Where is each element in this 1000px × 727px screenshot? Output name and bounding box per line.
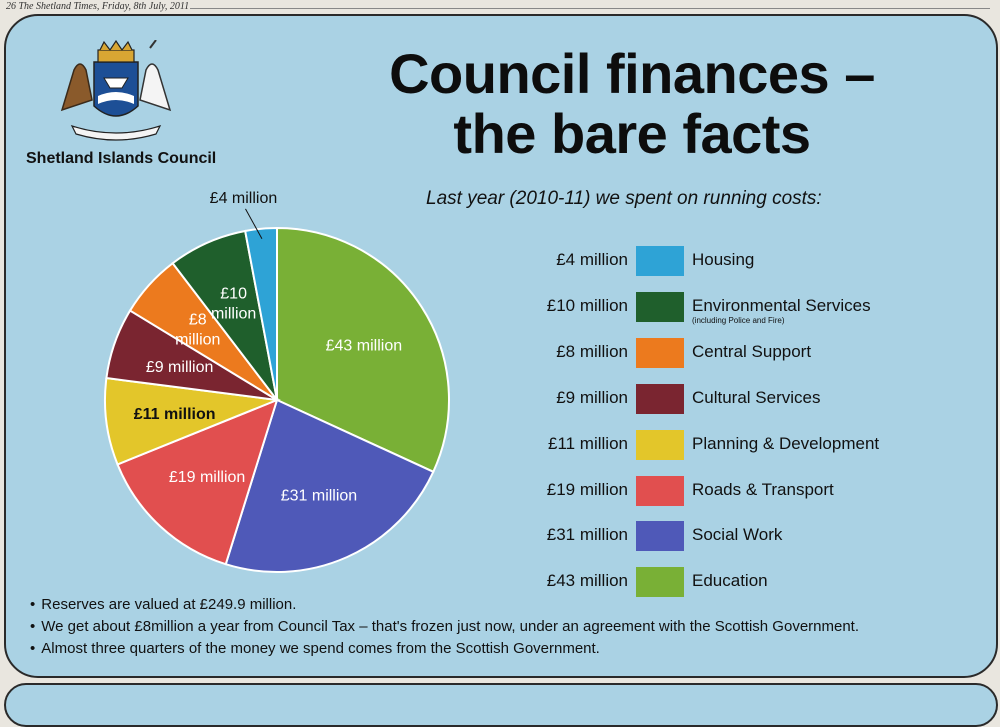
- legend-category: Education: [692, 571, 768, 590]
- facts-list: Reserves are valued at £249.9 million. W…: [30, 596, 859, 662]
- legend-note: (including Police and Fire): [692, 316, 785, 325]
- council-name: Shetland Islands Council: [26, 150, 217, 167]
- legend-row: £8 million Central Support: [0, 336, 1000, 370]
- legend-row: £10 million Environmental Services (includ…: [0, 290, 1000, 325]
- legend-amount: £31 million: [546, 525, 628, 544]
- legend-swatch: [636, 430, 684, 460]
- slice-label: £9 million: [146, 359, 214, 376]
- pie-slice: [224, 398, 435, 573]
- legend-row: £11 million Planning & Development: [0, 428, 1000, 462]
- legend-amount: £8 million: [556, 342, 628, 361]
- legend-amount: £4 million: [556, 250, 628, 269]
- legend-row: £19 million Roads & Transport: [0, 474, 1000, 508]
- legend-category: Environmental Services: [692, 296, 871, 315]
- legend-swatch: [636, 476, 684, 506]
- slice-label: £10 million: [211, 286, 256, 323]
- pie-slice: [104, 376, 281, 466]
- legend-swatch: [636, 521, 684, 551]
- pie-chart: £43 million £31 million £19 million £11 mil…: [104, 190, 450, 573]
- pie-slice: [243, 226, 278, 401]
- legend-category: Social Work: [692, 525, 783, 544]
- legend-swatch: [636, 567, 684, 597]
- legend-category: Cultural Services: [692, 388, 821, 407]
- pie-labels: £43 million £31 million £19 million £11 mil…: [134, 190, 402, 504]
- legend-amount: £10 million: [546, 296, 628, 315]
- legend-swatch: [636, 246, 684, 276]
- slice-label: £11 million: [134, 406, 216, 423]
- legend-amount: £11 million: [547, 434, 628, 453]
- chart-subtitle: Last year (2010-11) we spent on running …: [426, 188, 822, 209]
- legend-row: £43 million Education: [0, 565, 1000, 599]
- slice-label: £4 million: [210, 190, 278, 207]
- fact-item: We get about £8million a year from Counc…: [30, 618, 859, 640]
- legend-row: £4 million Housing: [0, 244, 1000, 278]
- legend-row: £31 million Social Work: [0, 519, 1000, 553]
- title-line-1: Council finances –: [389, 42, 875, 105]
- legend-category: Central Support: [692, 342, 812, 361]
- main-title: Council finances – the bare facts: [352, 44, 912, 164]
- legend-swatch: [636, 338, 684, 368]
- masthead-text: 26 The Shetland Times, Friday, 8th July,…: [6, 1, 190, 12]
- legend-amount: £9 million: [556, 388, 628, 407]
- fact-item: Almost three quarters of the money we sp…: [30, 640, 859, 662]
- legend-amount: £43 million: [546, 571, 628, 590]
- legend-category: Housing: [692, 250, 755, 269]
- slice-label: £8 million: [175, 312, 220, 349]
- legend-category: Planning & Development: [692, 434, 880, 453]
- pie-slices: [104, 226, 450, 573]
- fact-item: Reserves are valued at £249.9 million.: [30, 596, 859, 618]
- legend-amount: £19 million: [546, 480, 628, 499]
- masthead-rule: [190, 8, 990, 9]
- legend-category: Roads & Transport: [692, 480, 834, 499]
- masthead: 26 The Shetland Times, Friday, 8th July,…: [0, 0, 1000, 14]
- pie-slice: [116, 398, 279, 566]
- slice-label: £31 million: [281, 487, 357, 504]
- legend-row: £9 million Cultural Services: [0, 382, 1000, 416]
- legend-swatch: [636, 292, 684, 322]
- slice-label: £43 million: [326, 337, 402, 354]
- slice-label: £19 million: [169, 469, 245, 486]
- pie-slice: [276, 226, 450, 474]
- leader-line: [245, 208, 263, 239]
- legend-swatch: [636, 384, 684, 414]
- council-crest-logo: [60, 40, 172, 141]
- title-line-2: the bare facts: [453, 102, 811, 165]
